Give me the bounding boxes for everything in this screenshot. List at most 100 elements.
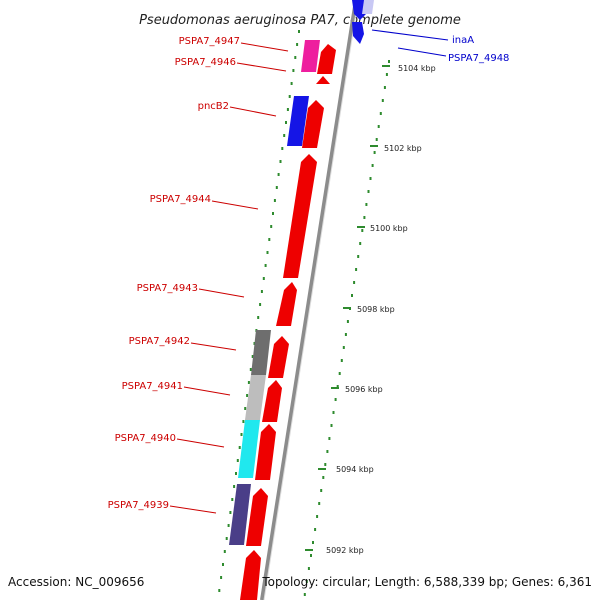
gc-dot [334, 398, 337, 401]
gc-dot [279, 160, 282, 163]
gc-dot [249, 368, 252, 371]
gc-dot [359, 242, 362, 245]
gene-label-pspa7-4943[interactable]: PSPA7_4943 [137, 283, 198, 294]
gc-dot [303, 593, 306, 596]
gene-arrow-pspa7-4941 [262, 380, 282, 422]
gc-dot [281, 147, 284, 150]
gc-dot [259, 303, 262, 306]
gene-label-pncb2[interactable]: pncB2 [198, 101, 229, 112]
gc-dot [367, 190, 370, 193]
gene-labels-right: inaA PSPA7_4948 [371, 29, 509, 64]
gc-dot [294, 56, 297, 59]
leader-line [240, 42, 289, 52]
cog-block-pspa7-4947 [301, 40, 320, 72]
gene-label-pspa7-4947[interactable]: PSPA7_4947 [179, 36, 240, 47]
gene-label-pspa7-4942[interactable]: PSPA7_4942 [129, 336, 190, 347]
gc-dot [246, 394, 249, 397]
leader-line [169, 505, 217, 514]
scale-tick-label: 5104 kbp [398, 64, 436, 73]
gc-dot [231, 498, 234, 501]
gc-dot [324, 463, 327, 466]
gene-arrow-pspa7-4939 [246, 488, 268, 546]
gc-dot [353, 281, 356, 284]
gc-dot [385, 73, 388, 76]
gc-dot [242, 420, 245, 423]
reverse-gene-track [352, 0, 374, 44]
gc-dot [298, 30, 300, 33]
topology-text: Topology: circular; Length: 6,588,339 bp… [261, 575, 592, 589]
gene-arrow-pspa7-4948 [352, 22, 364, 44]
gene-arrow-pspa7-4946 [316, 76, 330, 84]
cog-track [229, 40, 320, 545]
genome-backbone [260, 0, 358, 600]
scale-tick-label: 5102 kbp [384, 144, 422, 153]
gc-dot [371, 164, 374, 167]
gc-dot [375, 138, 378, 141]
leader-line [229, 106, 277, 117]
gc-dot [326, 450, 329, 453]
leader-line [176, 438, 225, 448]
gc-dot [365, 203, 368, 206]
gc-dot [322, 476, 325, 479]
gene-label-pspa7-4944[interactable]: PSPA7_4944 [150, 194, 211, 205]
gc-dot [270, 225, 273, 228]
gc-dot [251, 355, 254, 358]
scale-tick-label: 5100 kbp [370, 224, 408, 233]
gc-dot [357, 255, 360, 258]
gc-dot [383, 86, 386, 89]
gene-label-pspa7-4940[interactable]: PSPA7_4940 [115, 433, 176, 444]
gc-dot [272, 212, 274, 215]
gene-labels-left: PSPA7_4947 PSPA7_4946 pncB2 PSPA7_4944 P… [108, 36, 289, 514]
gene-arrow-pspa7-4942 [268, 336, 289, 378]
gc-dot [320, 489, 323, 492]
gene-label-pspa7-4941[interactable]: PSPA7_4941 [122, 381, 183, 392]
gene-arrow-bottom [240, 550, 261, 600]
gc-dot [340, 359, 343, 362]
gc-dot [223, 550, 226, 553]
gene-arrow-pspa7-4940 [255, 424, 276, 480]
gc-dot [342, 346, 345, 349]
cog-block-pspa7-4940 [238, 420, 260, 478]
gc-dot [332, 411, 335, 414]
gc-dot [312, 541, 314, 544]
gene-arrow-inaa [352, 0, 366, 20]
gc-dot [307, 567, 310, 570]
gc-dot [318, 502, 321, 505]
gc-dot [310, 554, 312, 557]
gene-arrow-pspa7-4943 [276, 282, 297, 326]
gene-label-pspa7-4948[interactable]: PSPA7_4948 [448, 53, 509, 64]
cog-block-pspa7-4939 [229, 484, 251, 545]
gc-dot [260, 290, 263, 293]
gc-dot [283, 134, 286, 137]
gc-dot [351, 294, 353, 297]
gc-dot [233, 485, 236, 488]
gene-label-pspa7-4939[interactable]: PSPA7_4939 [108, 500, 169, 511]
gc-dot [236, 459, 239, 462]
gc-dot [379, 112, 382, 115]
gene-label-inaa[interactable]: inaA [452, 35, 474, 46]
scale-tick-label: 5096 kbp [345, 385, 383, 394]
leader-line [190, 342, 237, 351]
gene-label-pspa7-4946[interactable]: PSPA7_4946 [175, 57, 236, 68]
gc-dot [305, 580, 308, 583]
gc-dot [225, 537, 228, 540]
gene-arrow-pspa7-4944 [283, 154, 317, 278]
scale-tick-label: 5092 kbp [326, 546, 364, 555]
gc-dot [373, 151, 376, 154]
gc-dot [290, 82, 293, 85]
scale-tick-label: 5094 kbp [336, 465, 374, 474]
gc-dot [222, 563, 224, 566]
gc-dot [344, 333, 347, 336]
gc-dot [229, 511, 232, 514]
genome-backbone-highlight [263, 0, 359, 600]
leader-line [198, 288, 245, 298]
gc-dot [277, 173, 280, 176]
gc-dot [288, 95, 291, 98]
gc-dot [268, 238, 271, 241]
gc-dot [336, 385, 339, 388]
gc-dot [257, 316, 260, 319]
gc-dot [361, 229, 364, 232]
gc-dot [244, 407, 247, 410]
leader-line [183, 386, 231, 396]
